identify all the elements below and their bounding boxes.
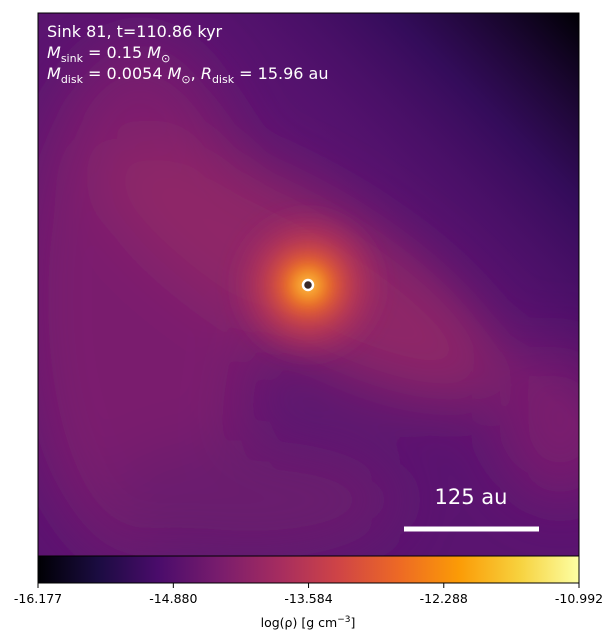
colorbar-tick-label: -10.992 xyxy=(555,591,603,606)
colorbar-tick-label: -14.880 xyxy=(149,591,197,606)
colorbar-tick-label: -13.584 xyxy=(284,591,332,606)
text-segment: M xyxy=(47,43,61,62)
text-segment: Sink 81, t=110.86 kyr xyxy=(47,22,223,41)
text-segment: R xyxy=(201,64,212,83)
colorbar-tick-label: -12.288 xyxy=(420,591,468,606)
colorbar xyxy=(37,555,580,584)
text-segment: = 0.0054 xyxy=(83,64,168,83)
subscript: disk xyxy=(212,73,235,86)
scale-bar-label: 125 au xyxy=(435,485,508,509)
colorbar-label: log(ρ) [g cm−3] xyxy=(261,615,356,630)
text-segment: ] xyxy=(350,615,355,630)
subscript: ⊙ xyxy=(161,52,170,65)
annotation: Msink = 0.15 M⊙ xyxy=(47,43,170,65)
superscript: −3 xyxy=(337,615,350,625)
text-segment: = 0.15 xyxy=(83,43,147,62)
annotation: Mdisk = 0.0054 M⊙, Rdisk = 15.96 au xyxy=(47,64,329,86)
text-segment: M xyxy=(47,64,61,83)
text-segment: M xyxy=(168,64,182,83)
subscript: disk xyxy=(61,73,84,86)
text-segment: M xyxy=(147,43,161,62)
colorbar-tick-label: -16.177 xyxy=(14,591,62,606)
annotation: Sink 81, t=110.86 kyr xyxy=(47,22,223,41)
text-segment: log(ρ) [g cm xyxy=(261,615,338,630)
subscript: sink xyxy=(61,52,84,65)
text-segment: = 15.96 au xyxy=(234,64,328,83)
subscript: ⊙ xyxy=(181,73,190,86)
text-segment: , xyxy=(191,64,201,83)
density-image xyxy=(38,13,579,556)
